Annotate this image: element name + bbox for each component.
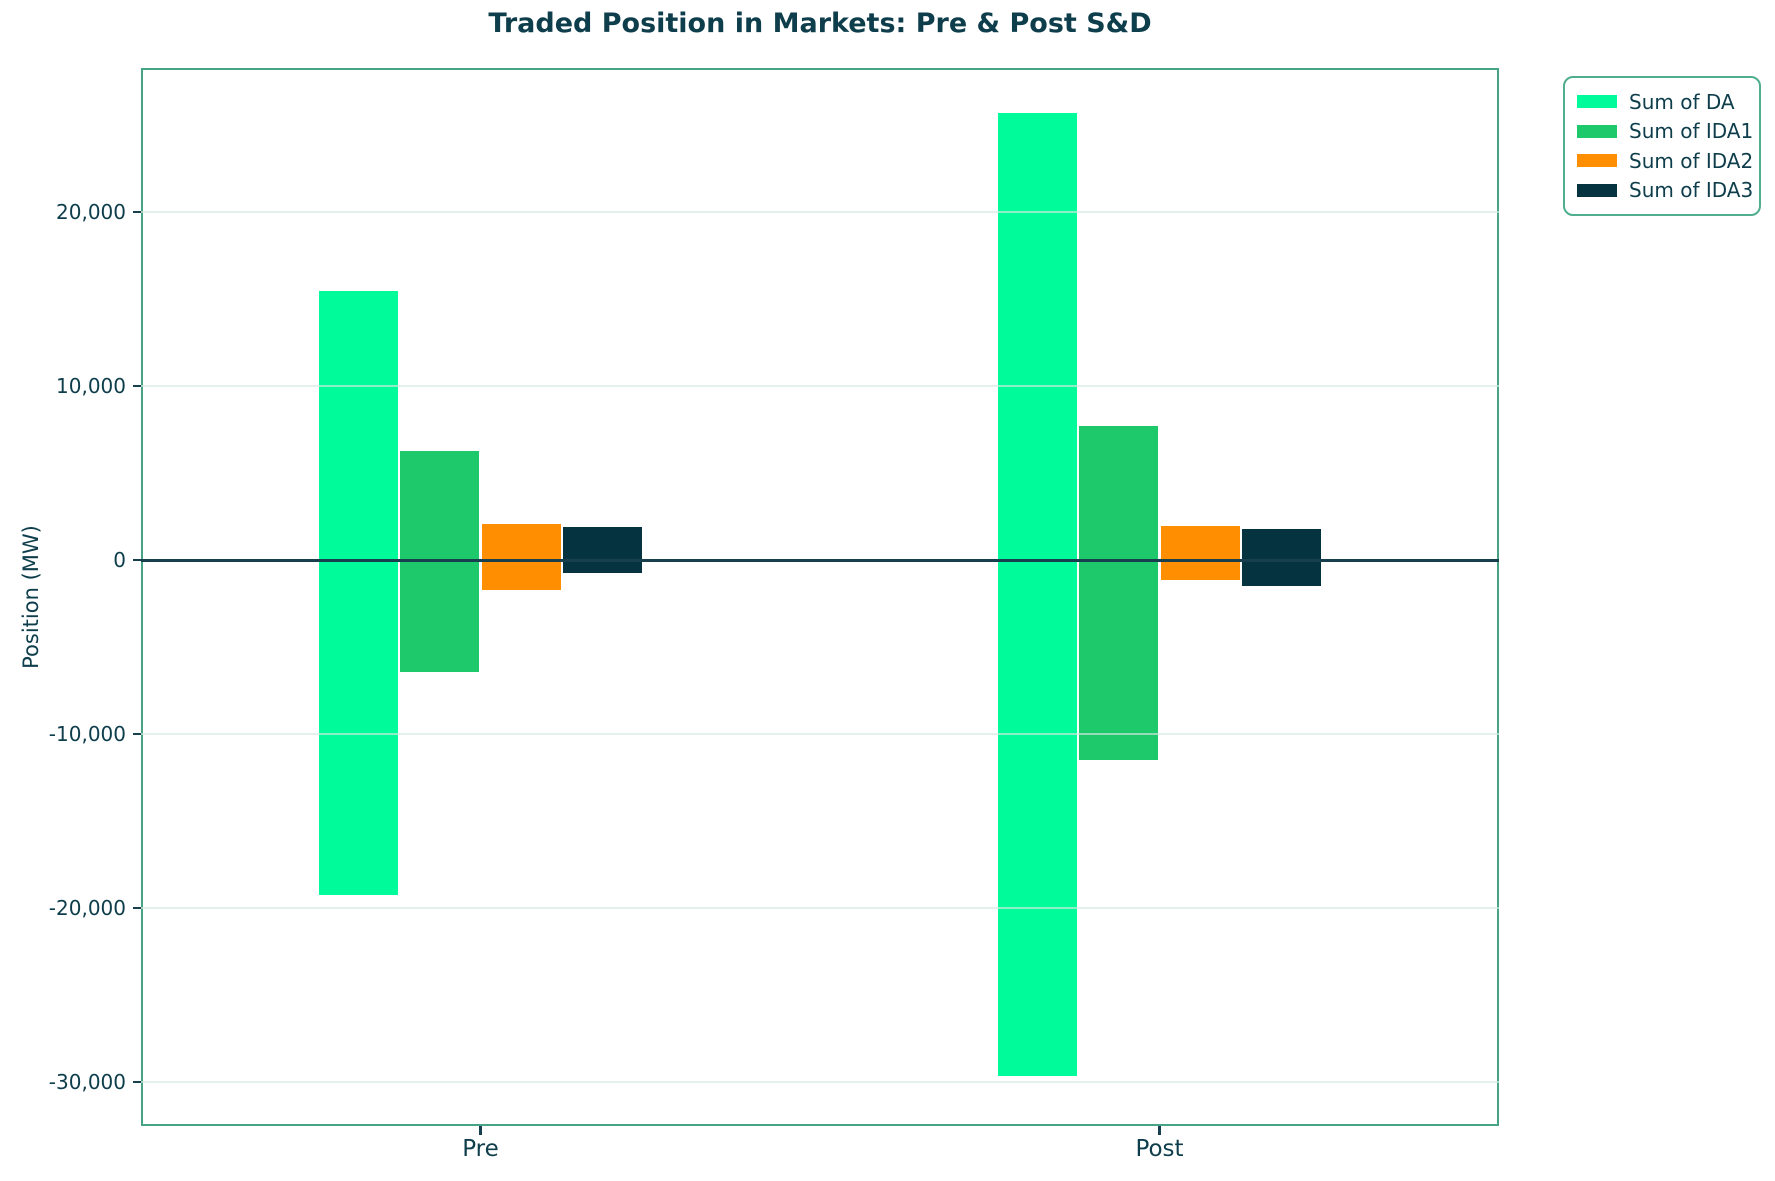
y-tick-mark-20000 <box>133 211 141 214</box>
x-tick-label-pre: Pre <box>462 1136 499 1162</box>
bar-post-sum-of-ida1 <box>1079 426 1159 760</box>
gridline--20000 <box>141 907 1499 910</box>
legend-label-sum-of-ida2: Sum of IDA2 <box>1629 148 1754 173</box>
bar-pre-sum-of-da <box>319 290 399 896</box>
y-tick-mark--30000 <box>133 1081 141 1084</box>
legend-label-sum-of-ida1: Sum of IDA1 <box>1629 119 1754 144</box>
gridline-20000 <box>141 211 1499 214</box>
gridline-10000 <box>141 385 1499 388</box>
y-tick-label-10000: 10,000 <box>56 374 126 399</box>
y-tick-mark-10000 <box>133 385 141 388</box>
gridline--30000 <box>141 1081 1499 1084</box>
bar-post-sum-of-ida2 <box>1160 525 1240 580</box>
y-tick-mark-0 <box>133 559 141 562</box>
legend-item-sum-of-ida2: Sum of IDA2 <box>1577 146 1753 176</box>
y-tick-mark--20000 <box>133 907 141 910</box>
legend-swatch-sum-of-ida1 <box>1577 124 1617 138</box>
y-tick-mark--10000 <box>133 733 141 736</box>
legend-label-sum-of-da: Sum of DA <box>1629 89 1735 114</box>
y-tick-label-0: 0 <box>113 548 126 573</box>
chart-title: Traded Position in Markets: Pre & Post S… <box>488 8 1152 39</box>
x-tick-mark-post <box>1158 1126 1161 1135</box>
x-tick-label-post: Post <box>1135 1136 1184 1162</box>
y-tick-label--30000: -30,000 <box>48 1070 126 1095</box>
legend-item-sum-of-da: Sum of DA <box>1577 87 1747 117</box>
legend-item-sum-of-ida3: Sum of IDA3 <box>1577 176 1753 206</box>
y-tick-label-20000: 20,000 <box>56 200 126 225</box>
legend-swatch-sum-of-ida3 <box>1577 183 1617 197</box>
gridline--10000 <box>141 733 1499 736</box>
x-tick-mark-pre <box>479 1126 482 1135</box>
bar-post-sum-of-ida3 <box>1241 529 1321 586</box>
bar-post-sum-of-da <box>998 113 1078 1077</box>
legend-swatch-sum-of-ida2 <box>1577 154 1617 168</box>
legend: Sum of DA Sum of IDA1 Sum of IDA2 Sum of ID… <box>1563 76 1761 216</box>
plot-area <box>141 68 1499 1126</box>
y-tick-label--10000: -10,000 <box>48 722 126 747</box>
bar-pre-sum-of-ida3 <box>562 527 642 573</box>
y-tick-label--20000: -20,000 <box>48 896 126 921</box>
zero-axis-line <box>141 558 1499 562</box>
legend-item-sum-of-ida1: Sum of IDA1 <box>1577 117 1753 147</box>
legend-label-sum-of-ida3: Sum of IDA3 <box>1629 178 1754 203</box>
legend-swatch-sum-of-da <box>1577 95 1617 109</box>
y-axis-label: Position (MW) <box>19 525 43 669</box>
bar-pre-sum-of-ida2 <box>481 523 561 591</box>
